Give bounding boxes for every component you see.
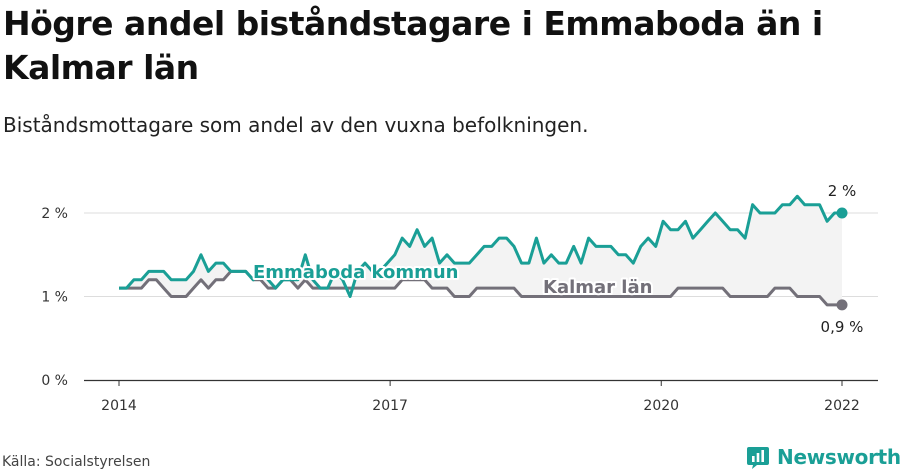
- series-line-emmaboda: [119, 194, 842, 298]
- x-tick-label: 2022: [824, 398, 860, 414]
- y-tick-label: 1 %: [41, 290, 68, 306]
- y-tick-label: 0 %: [41, 373, 68, 389]
- x-tick-label: 2014: [101, 398, 137, 414]
- series-name-emmaboda-halo: Emmaboda kommun: [253, 262, 459, 283]
- y-tick-label: 2 %: [41, 206, 68, 222]
- series-end-point: [836, 299, 848, 311]
- series-end-point: [836, 207, 848, 219]
- chart-subtitle: Biståndsmottagare som andel av den vuxna…: [3, 113, 589, 137]
- newsworthy-icon: [747, 447, 769, 469]
- x-tick-label: 2020: [643, 398, 679, 414]
- brand-name: Newsworthy: [777, 445, 900, 469]
- axes: 2014 2017 2020 2022: [84, 379, 878, 414]
- series-name-kalmar: Kalmar län: [543, 277, 652, 298]
- chart-title: Högre andel biståndstagare i Emmaboda än…: [3, 4, 823, 87]
- source-note: Källa: Socialstyrelsen: [2, 454, 151, 470]
- series-lines: [119, 194, 848, 311]
- brand-logo[interactable]: Newsworthy: [746, 444, 900, 470]
- end-value-label: 2 %: [828, 182, 857, 200]
- series-name-kalmar-halo: Kalmar län: [543, 277, 652, 298]
- x-tick-label: 2017: [372, 398, 408, 414]
- series-name-emmaboda: Emmaboda kommun: [253, 262, 459, 283]
- end-value-label: 0,9 %: [821, 318, 864, 336]
